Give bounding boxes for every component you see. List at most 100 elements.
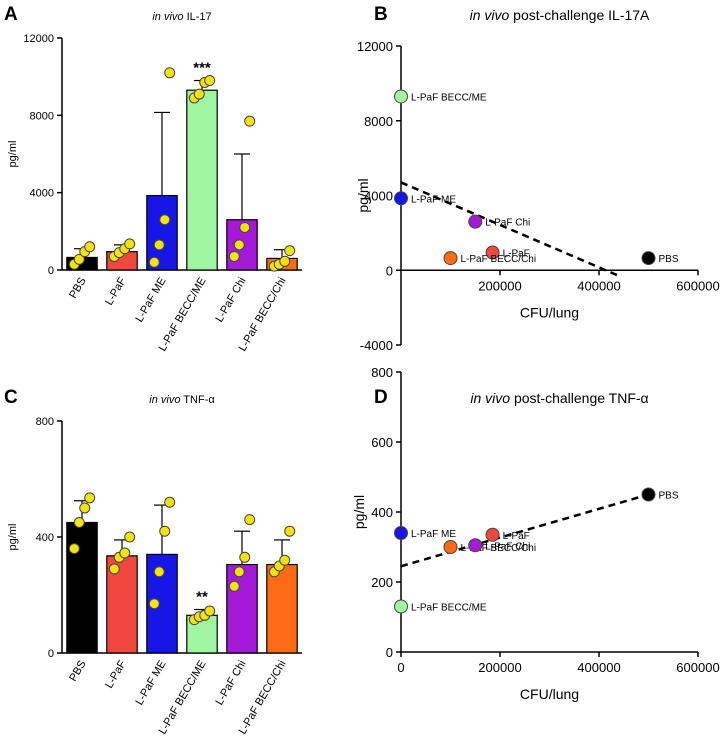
y-tick-label-d: 0 xyxy=(386,645,393,660)
data-point-c xyxy=(204,605,216,617)
chart-title-b: in vivo post-challenge IL-17A xyxy=(470,7,650,23)
scatter-point-d xyxy=(394,599,408,614)
data-point-c xyxy=(164,496,176,508)
chart-title-a: in vivo IL-17 xyxy=(152,11,211,23)
y-tick-label-d: 400 xyxy=(371,505,393,520)
x-tick-label-d: 200000 xyxy=(478,660,521,675)
data-point-c xyxy=(148,598,160,610)
data-point-a xyxy=(148,256,160,268)
scatter-point-d xyxy=(641,487,656,502)
data-point-a xyxy=(153,239,165,251)
scatter-point-b xyxy=(394,89,408,104)
y-tick-label-b: 12000 xyxy=(357,39,393,54)
point-label-d: PBS xyxy=(659,491,679,502)
data-point-c xyxy=(68,543,80,555)
data-point-c xyxy=(153,566,165,578)
y-tick-label-a: 8000 xyxy=(30,110,54,122)
y-axis-label-c: pg/ml xyxy=(7,524,19,551)
bar-c xyxy=(66,521,98,654)
significance-marker-a: *** xyxy=(193,60,211,77)
bar-a xyxy=(186,89,218,271)
y-tick-label-b: 0 xyxy=(386,263,393,278)
point-label-d: L-PaF BECC/ME xyxy=(411,603,487,614)
x-axis-label-b: CFU/lung xyxy=(520,304,579,320)
data-point-c xyxy=(84,492,96,504)
data-point-c xyxy=(279,554,291,566)
data-point-c xyxy=(73,517,85,528)
scatter-point-d xyxy=(443,540,458,554)
data-point-a xyxy=(239,221,251,233)
data-point-c xyxy=(108,563,120,575)
x-tick-label-d: 600000 xyxy=(676,660,719,675)
point-label-b: PBS xyxy=(659,254,679,265)
data-point-c xyxy=(228,580,240,592)
trendline-b xyxy=(400,181,620,278)
y-tick-label-c: 400 xyxy=(36,532,54,544)
trendline-d xyxy=(400,493,649,568)
point-label-b: L-PaF BECC/Chi xyxy=(461,254,537,265)
panel-label-d: D xyxy=(374,387,388,408)
y-axis-label-a: pg/ml xyxy=(7,141,19,168)
x-tick-label-c: L-PaF Chi xyxy=(213,659,248,708)
chart-panel-b: in vivo post-challenge IL-17A -4000 0 4000 8… xyxy=(355,7,720,353)
y-tick-label-b: 8000 xyxy=(364,114,393,129)
scatter-point-d xyxy=(394,526,408,540)
data-point-a xyxy=(164,67,176,79)
x-tick-label-c: L-PaF ME xyxy=(133,659,168,708)
data-point-a xyxy=(244,115,256,127)
chart-title-d: in vivo post-challenge TNF-α xyxy=(470,390,648,406)
x-tick-label-c: L-PaF xyxy=(103,658,129,690)
panel-label-c: C xyxy=(4,387,18,408)
y-tick-label-a: 12000 xyxy=(23,33,54,45)
x-tick-label-a: PBS xyxy=(67,276,88,301)
point-label-d: L-PaF xyxy=(503,531,530,542)
point-label-d: L-PaF BECC/Chi xyxy=(461,543,537,554)
x-tick-label-a: L-PaF Chi xyxy=(213,276,248,325)
chart-panel-c: in vivo TNF-α 0 400 800 pg/ml PBS L-PaF L-PaF M… xyxy=(7,394,302,736)
significance-marker-c: ** xyxy=(196,589,208,606)
bar-c xyxy=(266,563,298,654)
y-axis-label-b: pg/ml xyxy=(355,178,371,212)
y-axis-label-d: pg/ml xyxy=(351,495,367,529)
y-tick-label-d: 600 xyxy=(371,435,393,450)
x-tick-label-b: 400000 xyxy=(577,278,620,293)
bar-c xyxy=(226,563,258,654)
x-tick-label-c: PBS xyxy=(67,659,88,684)
data-point-a xyxy=(228,250,240,262)
data-point-c xyxy=(79,502,91,514)
y-tick-label-d: 800 xyxy=(371,365,393,380)
point-label-d: L-PaF ME xyxy=(411,529,456,540)
data-point-c xyxy=(233,566,245,578)
data-point-a xyxy=(233,239,245,251)
panel-label-a: A xyxy=(4,4,18,25)
data-point-a xyxy=(124,238,136,250)
y-tick-label-a: 4000 xyxy=(30,188,54,200)
x-tick-label-d: 400000 xyxy=(577,660,620,675)
chart-panel-a: in vivo IL-17 0 4000 8000 12000 pg/ml PBS L-PaF… xyxy=(7,11,302,354)
chart-title-c: in vivo TNF-α xyxy=(149,394,215,406)
x-tick-label-a: L-PaF ME xyxy=(133,276,168,325)
point-label-b: L-PaF ME xyxy=(411,194,456,205)
x-axis-label-d: CFU/lung xyxy=(520,686,579,702)
scatter-point-b xyxy=(641,251,656,266)
data-point-a xyxy=(279,255,291,267)
y-tick-label-d: 200 xyxy=(371,575,393,590)
data-point-a xyxy=(284,245,296,257)
point-label-b: L-PaF Chi xyxy=(485,218,530,229)
data-point-c xyxy=(244,514,256,526)
scatter-point-d xyxy=(468,538,483,553)
data-point-c xyxy=(284,525,296,537)
data-point-c xyxy=(159,525,171,537)
data-point-c xyxy=(124,531,136,543)
scatter-point-b xyxy=(468,214,483,229)
x-tick-label-b: 200000 xyxy=(478,278,521,293)
data-point-a xyxy=(84,241,96,253)
x-tick-label-a: L-PaF xyxy=(103,275,129,307)
point-label-b: L-PaF BECC/ME xyxy=(411,92,487,103)
point-label-d: L-PaF Chi xyxy=(485,541,530,552)
point-label-b: L-PaF xyxy=(503,248,530,259)
data-point-a xyxy=(204,75,216,87)
chart-panel-d: in vivo post-challenge TNF-α 0 200 400 600 80… xyxy=(351,365,720,702)
data-point-a xyxy=(159,214,171,226)
